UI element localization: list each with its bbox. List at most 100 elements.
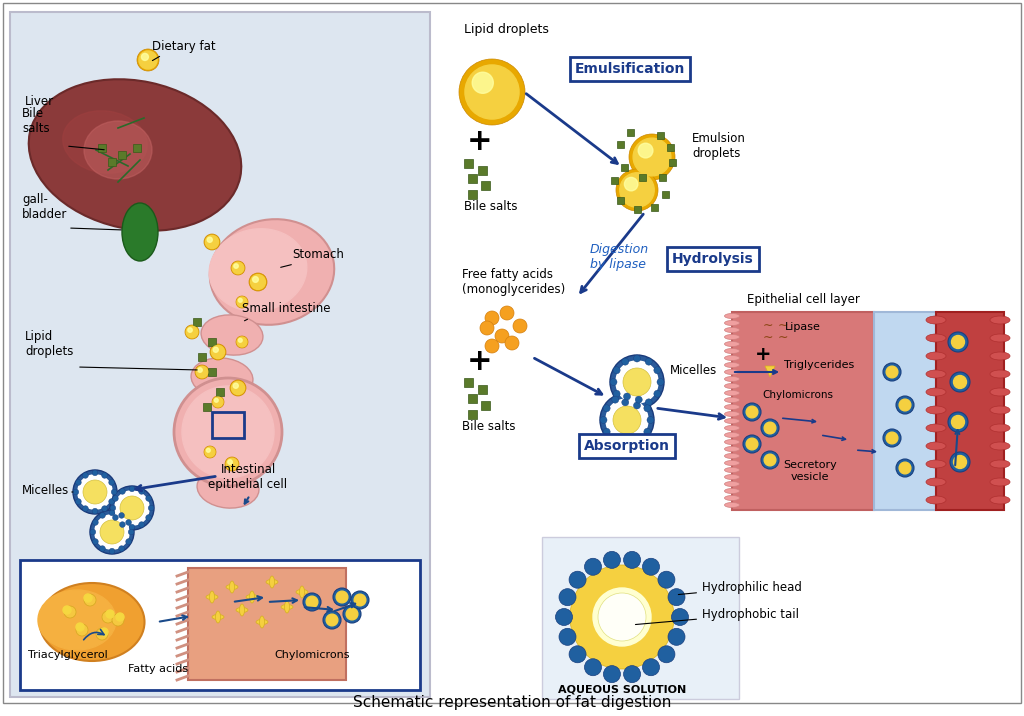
Ellipse shape: [187, 435, 249, 475]
Bar: [468, 394, 476, 402]
Circle shape: [953, 375, 967, 389]
Circle shape: [327, 614, 338, 626]
Ellipse shape: [236, 607, 248, 612]
Bar: [634, 205, 640, 213]
Circle shape: [113, 515, 119, 521]
Ellipse shape: [990, 370, 1010, 378]
Circle shape: [644, 405, 651, 412]
Circle shape: [227, 460, 232, 464]
Circle shape: [761, 451, 779, 469]
Bar: [198, 353, 206, 361]
Circle shape: [83, 505, 88, 511]
Text: Hydrolysis: Hydrolysis: [672, 252, 754, 266]
Bar: [118, 151, 126, 159]
Circle shape: [953, 455, 967, 468]
Circle shape: [613, 367, 621, 374]
Circle shape: [90, 529, 95, 535]
Ellipse shape: [84, 121, 152, 179]
Circle shape: [658, 646, 675, 663]
Text: Triacylglycerol: Triacylglycerol: [28, 650, 108, 660]
Ellipse shape: [246, 594, 258, 599]
Text: Micelles: Micelles: [670, 364, 717, 377]
Circle shape: [500, 306, 514, 320]
Circle shape: [253, 276, 258, 282]
Circle shape: [110, 505, 116, 511]
Circle shape: [76, 624, 88, 636]
Bar: [616, 140, 624, 147]
Ellipse shape: [209, 228, 307, 311]
Circle shape: [211, 345, 224, 359]
Circle shape: [63, 606, 76, 618]
Circle shape: [948, 412, 968, 432]
Bar: [98, 144, 106, 152]
Ellipse shape: [725, 440, 739, 445]
Text: Chylomicrons: Chylomicrons: [274, 650, 350, 660]
Circle shape: [951, 336, 965, 349]
Circle shape: [465, 65, 519, 119]
Circle shape: [214, 398, 218, 402]
Circle shape: [623, 368, 651, 396]
Circle shape: [92, 508, 98, 514]
Text: gall-
bladder: gall- bladder: [22, 193, 68, 221]
Circle shape: [96, 628, 108, 640]
Circle shape: [99, 513, 105, 518]
Circle shape: [746, 438, 758, 450]
Circle shape: [112, 489, 117, 495]
Circle shape: [204, 446, 216, 458]
Bar: [212, 412, 244, 438]
Circle shape: [645, 399, 652, 406]
Circle shape: [634, 402, 640, 409]
Ellipse shape: [725, 432, 739, 437]
Circle shape: [480, 321, 494, 335]
Circle shape: [603, 551, 621, 569]
Circle shape: [126, 520, 131, 526]
Ellipse shape: [226, 584, 238, 589]
Bar: [656, 132, 664, 138]
Bar: [480, 400, 489, 410]
Bar: [468, 190, 476, 198]
Circle shape: [622, 399, 629, 406]
Ellipse shape: [38, 590, 116, 650]
Circle shape: [585, 659, 601, 676]
Bar: [650, 203, 657, 211]
Polygon shape: [765, 366, 775, 377]
Circle shape: [635, 437, 642, 444]
Circle shape: [950, 452, 970, 472]
Circle shape: [225, 457, 239, 471]
Circle shape: [886, 366, 898, 378]
Circle shape: [948, 332, 968, 352]
Bar: [477, 384, 486, 394]
Circle shape: [633, 138, 671, 176]
Ellipse shape: [725, 503, 739, 508]
Circle shape: [625, 178, 638, 191]
Circle shape: [212, 396, 224, 408]
Bar: [10, 12, 430, 697]
Circle shape: [600, 417, 607, 423]
Circle shape: [231, 261, 245, 275]
Circle shape: [231, 382, 245, 395]
Circle shape: [230, 380, 246, 396]
Ellipse shape: [725, 334, 739, 339]
Bar: [732, 312, 874, 510]
Circle shape: [138, 522, 144, 528]
Circle shape: [195, 365, 209, 379]
Circle shape: [642, 558, 659, 575]
Circle shape: [513, 319, 527, 333]
Circle shape: [239, 299, 243, 302]
Circle shape: [84, 594, 92, 602]
Circle shape: [207, 237, 212, 242]
Circle shape: [78, 475, 113, 509]
Circle shape: [654, 367, 660, 374]
Text: Absorption: Absorption: [584, 439, 670, 453]
Bar: [477, 165, 486, 175]
Circle shape: [899, 399, 911, 411]
Circle shape: [600, 393, 654, 447]
Circle shape: [606, 399, 648, 441]
Ellipse shape: [725, 495, 739, 500]
Bar: [874, 312, 936, 510]
Circle shape: [570, 565, 674, 669]
Circle shape: [63, 606, 71, 614]
Ellipse shape: [990, 460, 1010, 468]
Circle shape: [119, 546, 125, 551]
Circle shape: [106, 610, 114, 618]
